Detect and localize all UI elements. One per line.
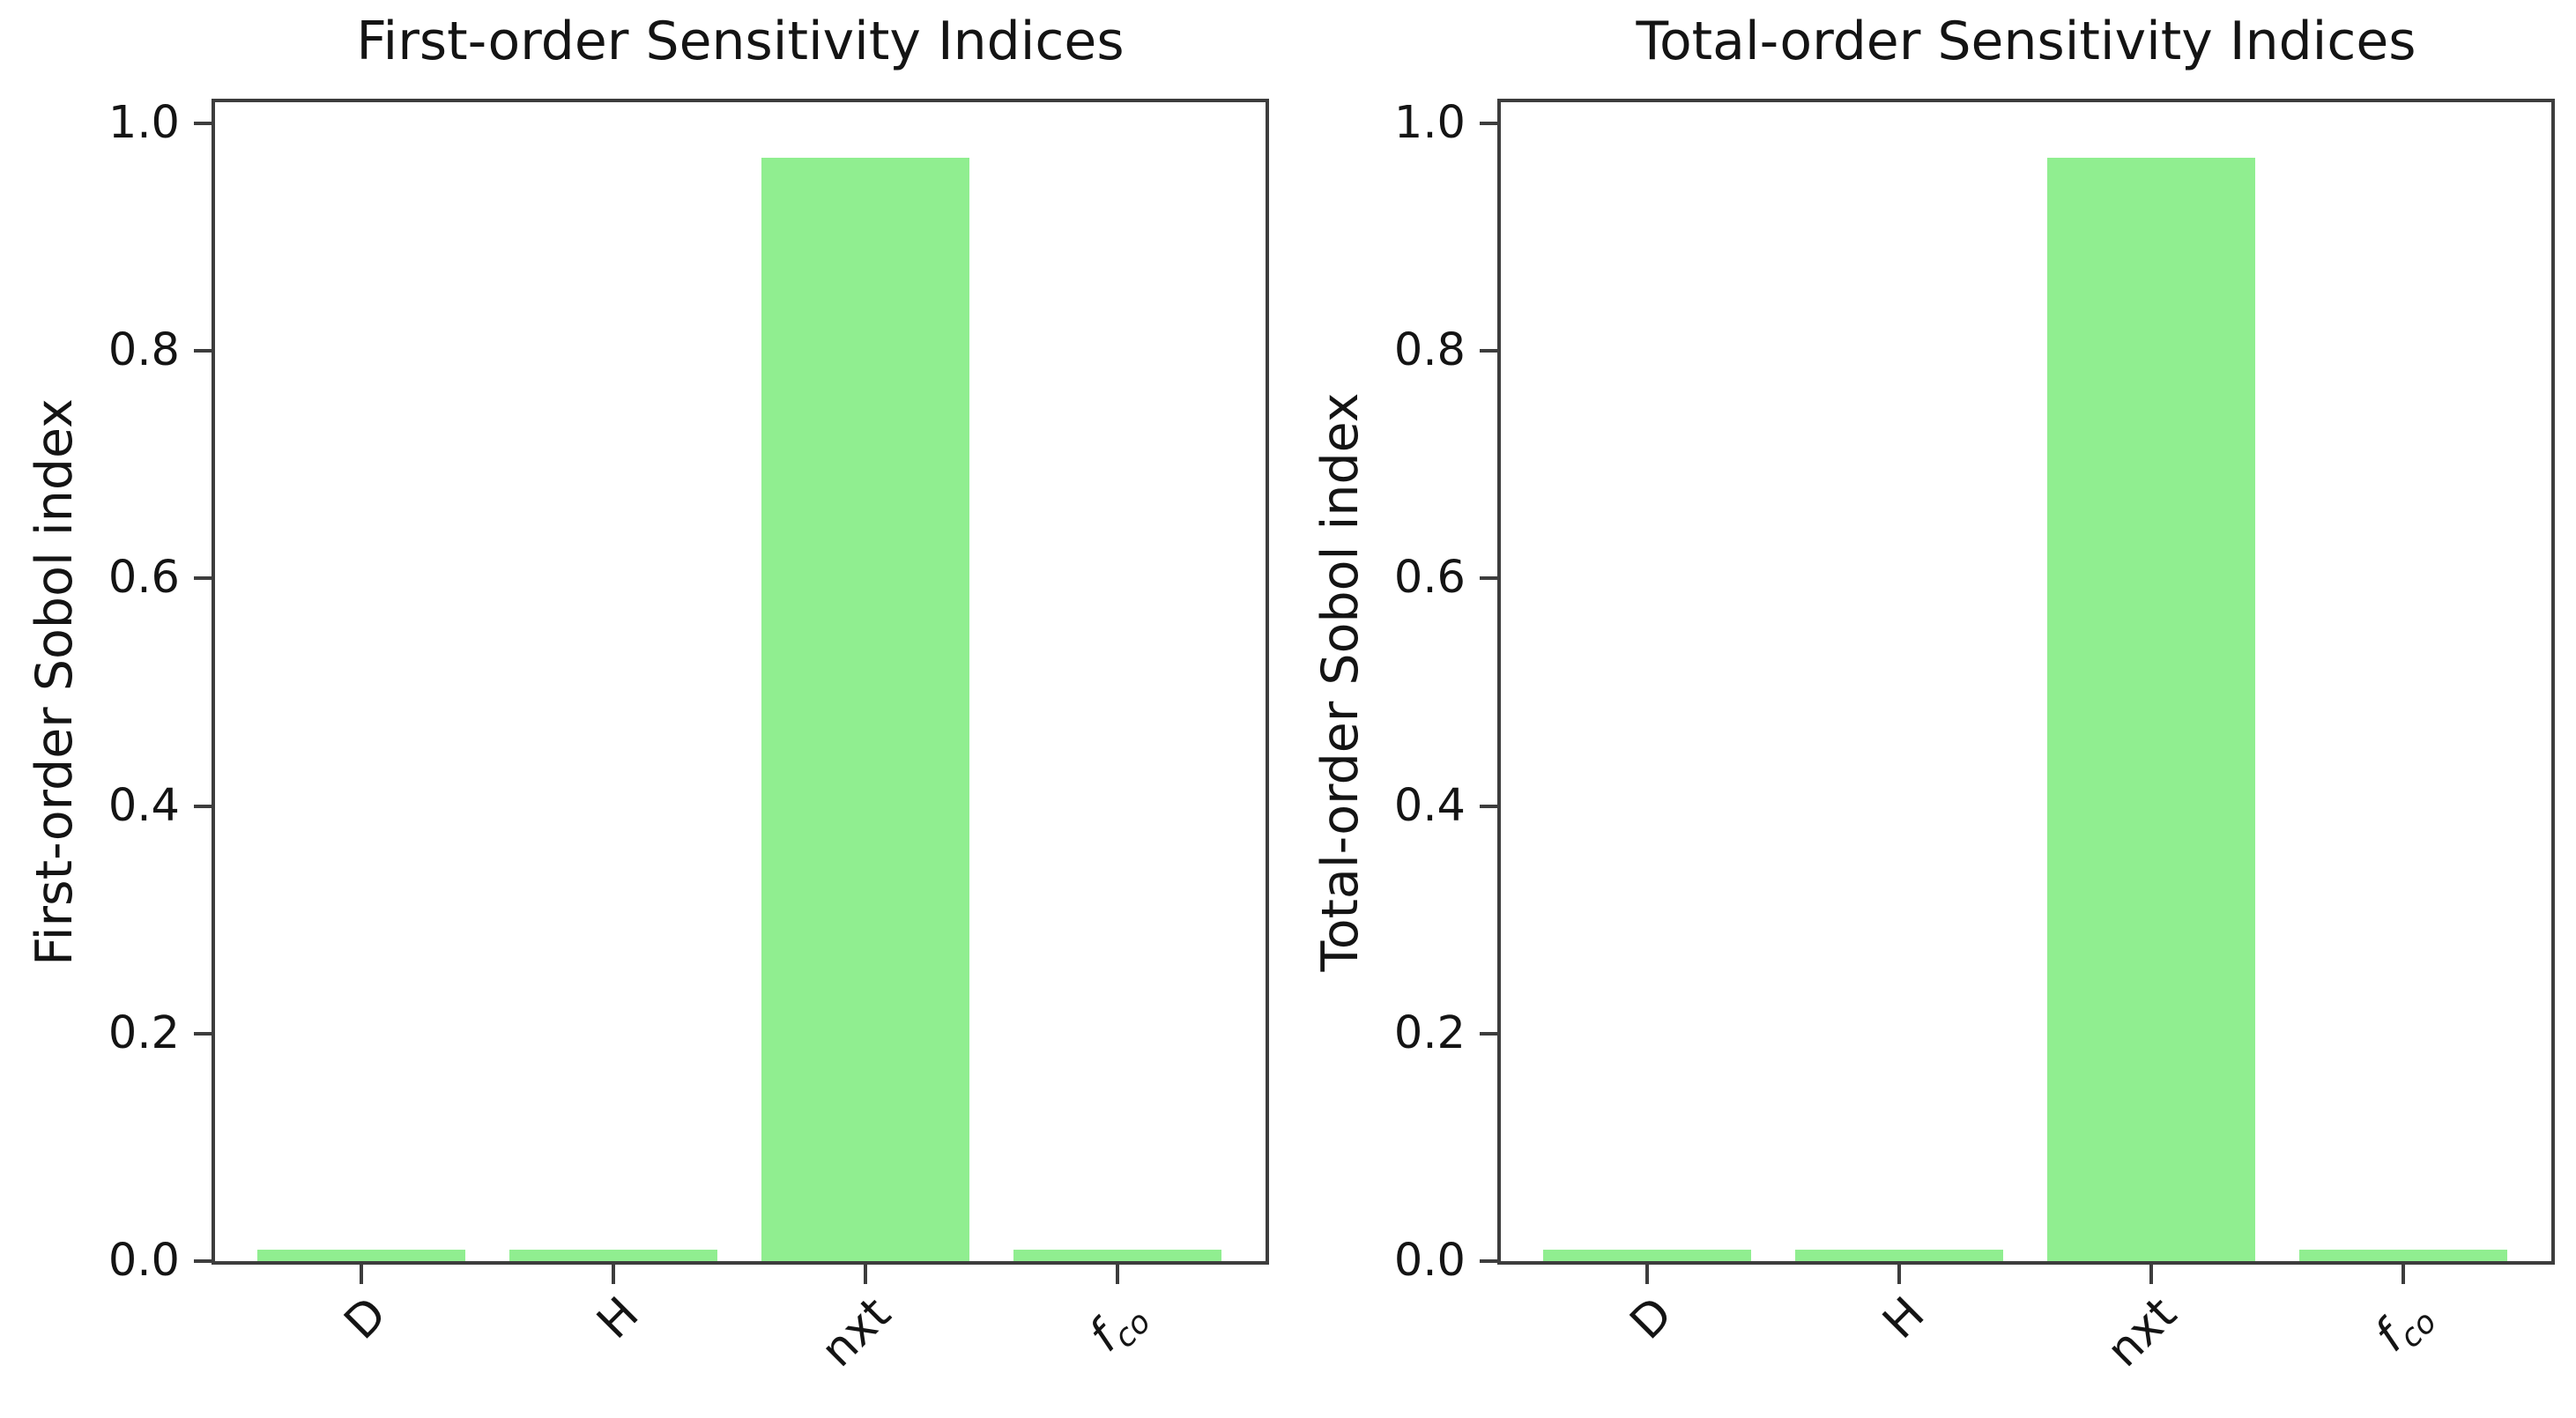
x-tick-label-nxt: nxt (811, 1287, 902, 1377)
y-tick-0.2 (1480, 1031, 1501, 1036)
bar-H (1794, 1250, 2003, 1261)
y-tick-0.4 (194, 804, 215, 808)
first-order-chart-title: First-order Sensitivity Indices (356, 11, 1125, 72)
x-tick-H (1897, 1261, 1901, 1284)
y-tick-label-0.4: 0.4 (108, 779, 180, 832)
y-tick-0.2 (194, 1031, 215, 1036)
bar-f_co (1013, 1250, 1221, 1261)
y-tick-0.6 (194, 576, 215, 581)
x-tick-label-D: D (334, 1287, 397, 1350)
y-tick-label-1.0: 1.0 (108, 96, 180, 149)
y-tick-label-0.0: 0.0 (108, 1235, 180, 1287)
bar-nxt (2046, 157, 2255, 1261)
first-order-chart-panel: First-order Sensitivity Indices First-or… (26, 11, 1269, 1377)
bar-f_co (2298, 1250, 2507, 1261)
bar-nxt (761, 157, 969, 1261)
y-tick-label-0.2: 0.2 (108, 1006, 180, 1059)
x-tick-label-nxt: nxt (2097, 1287, 2187, 1377)
x-tick-D (1644, 1261, 1649, 1284)
x-tick-f_co (2401, 1261, 2405, 1284)
total-order-y-axis-label: Total-order Sobol index (1311, 392, 1370, 972)
x-tick-f_co (1115, 1261, 1119, 1284)
y-tick-label-0.6: 0.6 (1393, 552, 1466, 605)
x-tick-D (359, 1261, 363, 1284)
x-tick-label-f_co: fco (1078, 1303, 1158, 1362)
x-tick-label-H: H (1872, 1287, 1935, 1349)
y-tick-0.8 (194, 349, 215, 353)
y-tick-0.4 (1480, 804, 1501, 808)
x-tick-label-subscript-co: co (2392, 1303, 2444, 1355)
y-tick-label-0.2: 0.2 (1393, 1006, 1466, 1059)
y-tick-0.6 (1480, 576, 1501, 581)
y-tick-label-0.8: 0.8 (1393, 324, 1466, 377)
y-tick-0.0 (1480, 1259, 1501, 1263)
x-tick-label-subscript-co: co (1106, 1303, 1158, 1355)
total-order-chart-panel: Total-order Sensitivity Indices Total-or… (1286, 0, 2573, 1418)
x-tick-label-f_co: fco (2364, 1303, 2444, 1362)
y-tick-0.8 (1480, 349, 1501, 353)
y-tick-label-0.6: 0.6 (108, 552, 180, 605)
y-tick-label-0.0: 0.0 (1393, 1235, 1466, 1287)
y-tick-label-1.0: 1.0 (1393, 96, 1466, 149)
x-tick-H (611, 1261, 615, 1284)
bar-D (256, 1250, 465, 1261)
x-tick-label-D: D (1620, 1287, 1682, 1350)
y-tick-0.0 (194, 1259, 215, 1263)
bar-H (509, 1250, 717, 1261)
y-tick-label-0.8: 0.8 (108, 324, 180, 377)
bar-D (1542, 1250, 1751, 1261)
x-tick-nxt (2149, 1261, 2153, 1284)
x-tick-label-H: H (586, 1287, 650, 1349)
first-order-y-axis-label: First-order Sobol index (26, 398, 84, 966)
x-tick-nxt (863, 1261, 867, 1284)
y-tick-1.0 (194, 121, 215, 125)
y-tick-1.0 (1480, 121, 1501, 125)
y-tick-label-0.4: 0.4 (1393, 779, 1466, 832)
total-order-chart-title: Total-order Sensitivity Indices (1636, 11, 2416, 72)
